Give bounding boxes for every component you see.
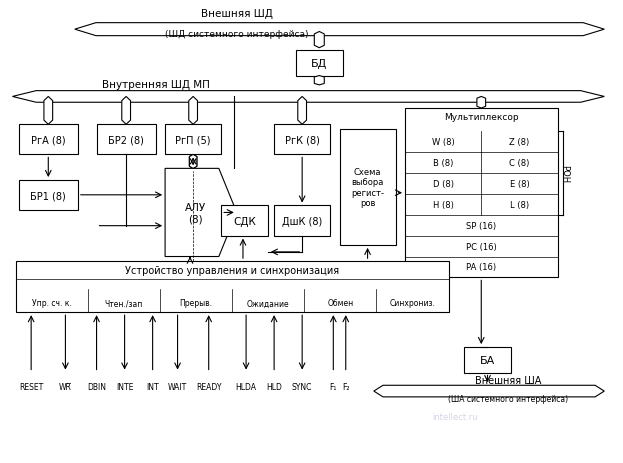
Text: (ША системного интерфейса): (ША системного интерфейса) — [448, 394, 568, 403]
Text: РОН: РОН — [561, 164, 569, 183]
Text: L (8): L (8) — [510, 200, 529, 209]
Text: Внешняя ШД: Внешняя ШД — [201, 8, 273, 19]
Text: РгП (5): РгП (5) — [176, 135, 211, 145]
Text: РгК (8): РгК (8) — [285, 135, 320, 145]
Text: Внешняя ША: Внешняя ША — [475, 375, 541, 385]
Text: DBIN: DBIN — [87, 382, 106, 391]
Text: E (8): E (8) — [510, 180, 530, 188]
FancyBboxPatch shape — [464, 347, 511, 373]
Polygon shape — [44, 97, 52, 125]
Text: Внутренняя ШД МП: Внутренняя ШД МП — [102, 80, 210, 90]
FancyBboxPatch shape — [340, 130, 396, 245]
Text: W (8): W (8) — [432, 138, 455, 147]
Polygon shape — [477, 97, 486, 109]
Text: B (8): B (8) — [433, 159, 454, 168]
Polygon shape — [165, 169, 237, 257]
FancyBboxPatch shape — [221, 206, 268, 236]
Text: RESET: RESET — [19, 382, 43, 391]
Text: WAIT: WAIT — [168, 382, 187, 391]
FancyBboxPatch shape — [274, 206, 330, 236]
Text: SP (16): SP (16) — [466, 221, 497, 230]
Text: INT: INT — [146, 382, 159, 391]
Text: ДшК (8): ДшК (8) — [282, 216, 322, 226]
FancyBboxPatch shape — [16, 262, 449, 313]
Text: БА: БА — [480, 355, 495, 365]
Text: БР1 (8): БР1 (8) — [31, 191, 66, 200]
FancyBboxPatch shape — [165, 125, 221, 155]
Text: БД: БД — [311, 59, 328, 69]
Text: Мультиплексор: Мультиплексор — [444, 113, 518, 122]
Polygon shape — [75, 24, 604, 37]
Text: F₂: F₂ — [342, 382, 350, 391]
Text: Устройство управления и синхронизация: Устройство управления и синхронизация — [125, 265, 339, 275]
Polygon shape — [314, 32, 324, 49]
Text: Упр. сч. к.: Упр. сч. к. — [32, 299, 72, 308]
Text: Прерыв.: Прерыв. — [179, 299, 212, 308]
Polygon shape — [298, 97, 307, 125]
Polygon shape — [122, 97, 131, 125]
Polygon shape — [314, 76, 324, 86]
Text: intellect.ru: intellect.ru — [432, 412, 478, 421]
Text: PA (16): PA (16) — [466, 263, 497, 272]
Text: Схема
выбора
регист-
ров: Схема выбора регист- ров — [351, 168, 384, 207]
Text: INTE: INTE — [116, 382, 133, 391]
Text: Z (8): Z (8) — [509, 138, 530, 147]
Text: HLDA: HLDA — [235, 382, 257, 391]
FancyBboxPatch shape — [19, 181, 78, 211]
Text: Чтен./зап: Чтен./зап — [105, 299, 143, 308]
Text: HLD: HLD — [266, 382, 282, 391]
Text: Синхрониз.: Синхрониз. — [389, 299, 435, 308]
Text: SYNC: SYNC — [292, 382, 312, 391]
Polygon shape — [189, 155, 197, 169]
Text: READY: READY — [196, 382, 221, 391]
Polygon shape — [12, 91, 604, 103]
FancyBboxPatch shape — [19, 125, 78, 155]
FancyBboxPatch shape — [296, 51, 343, 76]
Text: (ШД системного интерфейса): (ШД системного интерфейса) — [165, 30, 308, 39]
Text: СДК: СДК — [233, 216, 256, 226]
FancyBboxPatch shape — [274, 125, 330, 155]
FancyBboxPatch shape — [97, 125, 156, 155]
Polygon shape — [374, 385, 604, 397]
Text: F₁: F₁ — [330, 382, 337, 391]
Text: РгА (8): РгА (8) — [31, 135, 65, 145]
Text: H (8): H (8) — [432, 200, 454, 209]
Polygon shape — [189, 97, 197, 125]
Text: WR̅: WR̅ — [59, 382, 72, 391]
FancyBboxPatch shape — [405, 109, 558, 278]
Polygon shape — [189, 155, 197, 169]
Text: АЛУ
(8): АЛУ (8) — [184, 202, 206, 224]
Text: D (8): D (8) — [432, 180, 454, 188]
Text: Обмен: Обмен — [327, 299, 353, 308]
Text: БР2 (8): БР2 (8) — [108, 135, 144, 145]
Text: C (8): C (8) — [509, 159, 530, 168]
Text: PC (16): PC (16) — [466, 242, 497, 251]
Text: Ожидание: Ожидание — [247, 299, 290, 308]
